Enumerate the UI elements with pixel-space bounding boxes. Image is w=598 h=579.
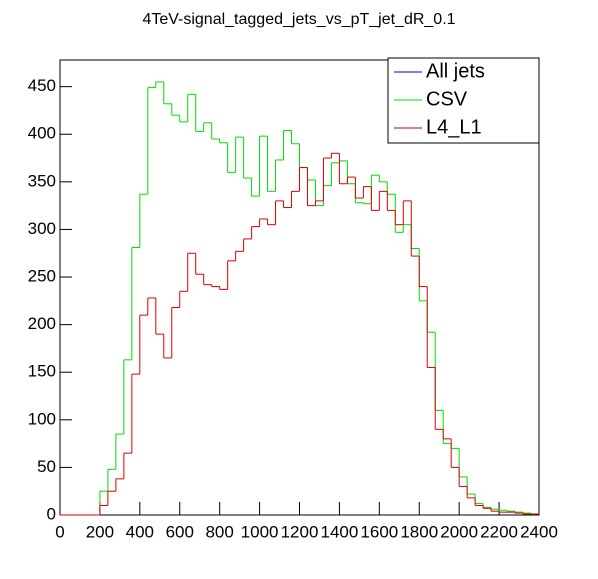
chart-title: 4TeV-signal_tagged_jets_vs_pT_jet_dR_0.1 xyxy=(142,11,455,28)
x-tick-label: 0 xyxy=(55,522,64,541)
x-tick-label: 600 xyxy=(166,522,194,541)
x-tick-label: 1200 xyxy=(281,522,319,541)
y-tick-label: 50 xyxy=(37,457,56,476)
y-tick-label: 450 xyxy=(28,76,56,95)
x-tick-label: 2200 xyxy=(480,522,518,541)
x-tick-label: 1800 xyxy=(400,522,438,541)
y-tick-label: 250 xyxy=(28,267,56,286)
x-tick-label: 800 xyxy=(205,522,233,541)
x-tick-label: 400 xyxy=(126,522,154,541)
legend-label: CSV xyxy=(426,88,468,110)
x-tick-label: 1400 xyxy=(321,522,359,541)
y-tick-label: 300 xyxy=(28,219,56,238)
x-tick-label: 1600 xyxy=(360,522,398,541)
y-tick-label: 200 xyxy=(28,314,56,333)
x-tick-label: 2400 xyxy=(520,522,558,541)
x-tick-label: 200 xyxy=(86,522,114,541)
y-tick-label: 150 xyxy=(28,362,56,381)
legend-label: L4_L1 xyxy=(426,116,482,138)
x-tick-label: 2000 xyxy=(440,522,478,541)
y-tick-label: 0 xyxy=(47,504,56,523)
y-tick-label: 350 xyxy=(28,171,56,190)
x-tick-label: 1000 xyxy=(241,522,279,541)
y-tick-label: 400 xyxy=(28,124,56,143)
y-tick-label: 100 xyxy=(28,409,56,428)
legend-label: All jets xyxy=(426,60,485,82)
